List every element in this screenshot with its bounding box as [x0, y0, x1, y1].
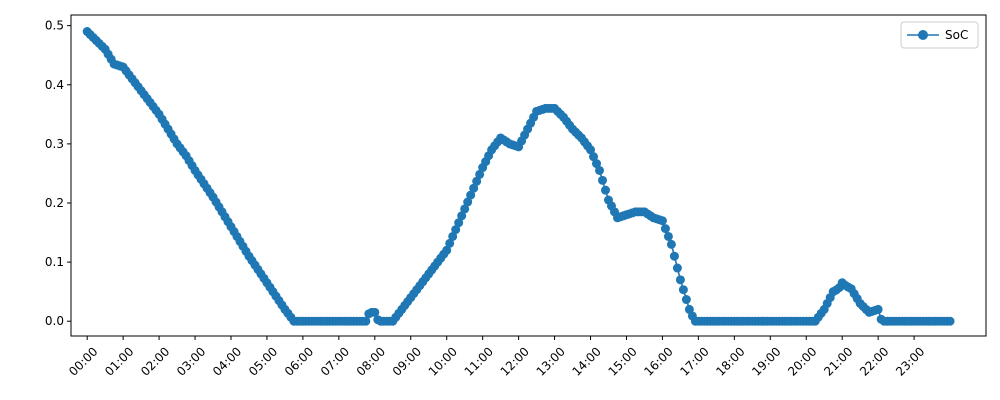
- data-point: [678, 285, 688, 295]
- data-point: [454, 218, 464, 228]
- legend-label: SoC: [945, 28, 968, 42]
- x-tick-label: 06:00: [282, 344, 316, 378]
- data-point: [666, 239, 676, 249]
- data-point: [595, 165, 605, 175]
- data-point: [448, 231, 458, 241]
- data-point: [598, 175, 607, 185]
- data-point: [469, 183, 479, 193]
- data-point: [873, 304, 883, 314]
- x-tick-label: 14:00: [569, 344, 603, 378]
- x-tick-label: 10:00: [426, 344, 460, 378]
- data-point: [445, 238, 455, 248]
- x-tick-label: 15:00: [605, 344, 639, 378]
- data-point: [463, 197, 473, 207]
- legend-marker: [918, 30, 928, 40]
- data-point: [657, 216, 667, 226]
- data-point: [945, 316, 955, 326]
- series-layer: [82, 27, 955, 326]
- x-tick-label: 01:00: [102, 344, 136, 378]
- legend: SoC: [900, 21, 979, 49]
- y-tick-label: 0.5: [45, 19, 64, 33]
- x-tick-label: 00:00: [66, 344, 100, 378]
- y-tick-label: 0.3: [45, 137, 64, 151]
- y-tick-label: 0.2: [45, 196, 64, 210]
- data-point: [672, 263, 682, 273]
- x-tick-label: 19:00: [749, 344, 783, 378]
- data-point: [475, 169, 485, 179]
- legend-box: [900, 21, 979, 49]
- x-tick-label: 20:00: [785, 344, 819, 378]
- data-point: [460, 204, 470, 214]
- x-tick-label: 22:00: [857, 344, 891, 378]
- data-point: [451, 225, 461, 235]
- y-axis: 0.0 0.1 0.2 0.3 0.4 0.5: [45, 19, 71, 328]
- x-tick-label: 02:00: [138, 344, 172, 378]
- y-tick-label: 0.0: [45, 314, 64, 328]
- plot-area: [70, 14, 987, 337]
- x-tick-label: 03:00: [174, 344, 208, 378]
- data-point: [586, 145, 596, 155]
- x-tick-label: 04:00: [210, 344, 244, 378]
- data-point: [472, 176, 482, 186]
- x-tick-label: 07:00: [318, 344, 352, 378]
- data-point: [457, 211, 467, 221]
- data-point: [669, 251, 679, 261]
- data-point: [675, 275, 685, 285]
- x-tick-label: 09:00: [390, 344, 424, 378]
- data-point: [601, 185, 610, 195]
- x-tick-label: 12:00: [498, 344, 532, 378]
- x-axis: 00:00 01:00 02:00 03:00 04:00 05:00 06:00 07:00…: [66, 336, 927, 379]
- data-point: [361, 316, 371, 326]
- x-tick-label: 13:00: [534, 344, 568, 378]
- x-tick-label: 23:00: [893, 344, 927, 378]
- data-point: [663, 231, 673, 241]
- data-point: [681, 295, 691, 305]
- data-point: [370, 307, 380, 317]
- data-point: [592, 159, 602, 169]
- x-tick-label: 16:00: [641, 344, 675, 378]
- x-tick-label: 05:00: [246, 344, 280, 378]
- data-point: [589, 152, 599, 162]
- data-point: [466, 190, 476, 200]
- y-tick-label: 0.1: [45, 255, 64, 269]
- y-tick-label: 0.4: [45, 78, 64, 92]
- data-point: [660, 224, 670, 234]
- x-tick-label: 08:00: [354, 344, 388, 378]
- x-tick-label: 11:00: [462, 344, 496, 378]
- x-tick-label: 17:00: [677, 344, 711, 378]
- x-tick-label: 18:00: [713, 344, 747, 378]
- data-point: [442, 245, 452, 255]
- x-tick-label: 21:00: [821, 344, 855, 378]
